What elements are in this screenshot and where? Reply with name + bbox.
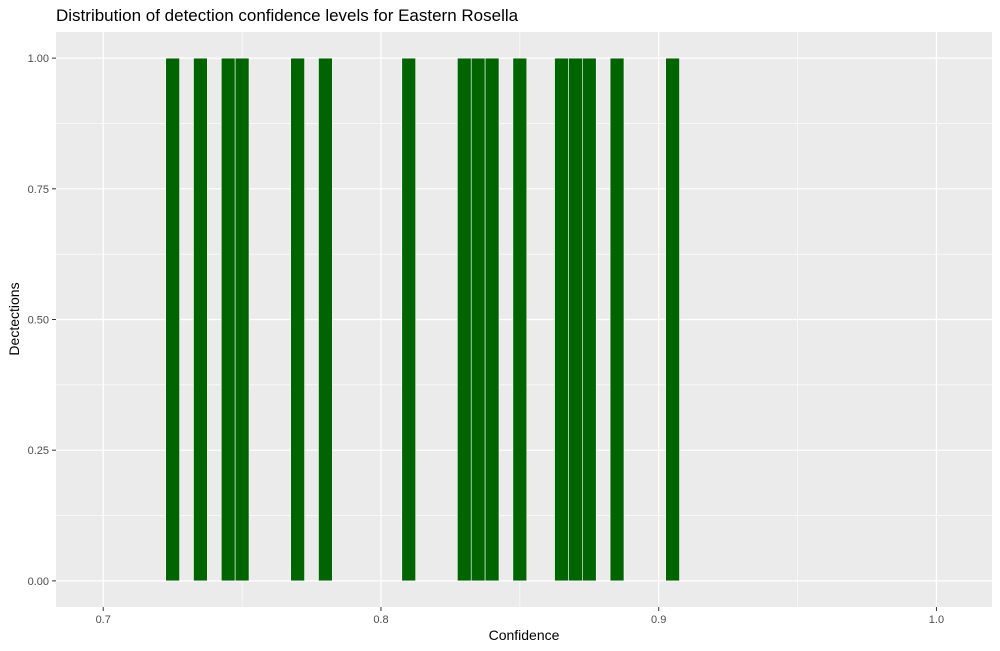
histogram-bar xyxy=(165,57,180,582)
histogram-bar xyxy=(290,57,305,582)
x-axis: 0.7 0.8 0.9 1.0 xyxy=(96,607,944,626)
x-tick-label: 1.0 xyxy=(929,614,944,626)
histogram-bar xyxy=(470,57,486,582)
histogram-bar xyxy=(457,57,472,582)
histogram-bar xyxy=(220,57,236,582)
histogram-bar xyxy=(554,57,569,582)
y-tick-label: 1.00 xyxy=(28,53,49,65)
histogram-bar xyxy=(193,57,208,582)
y-tick-label: 0.75 xyxy=(28,184,49,196)
y-tick-label: 0.50 xyxy=(28,315,49,327)
y-axis-title: Dectections xyxy=(6,282,22,355)
histogram-bar xyxy=(609,57,625,582)
bars xyxy=(165,57,680,582)
y-axis: 0.00 0.25 0.50 0.75 1.00 xyxy=(28,53,56,588)
histogram-bar xyxy=(582,57,597,582)
y-tick-label: 0.25 xyxy=(28,445,49,457)
y-tick-label: 0.00 xyxy=(28,576,49,588)
histogram-bar xyxy=(665,57,680,582)
histogram-bar xyxy=(484,57,500,582)
x-tick-label: 0.7 xyxy=(96,614,111,626)
x-axis-title: Confidence xyxy=(489,627,560,643)
chart-title: Distribution of detection confidence lev… xyxy=(56,6,519,25)
histogram-bar xyxy=(401,57,416,582)
histogram-bar xyxy=(568,57,583,582)
histogram-bar xyxy=(512,57,528,582)
histogram-bar xyxy=(318,57,333,582)
x-tick-label: 0.9 xyxy=(651,614,666,626)
histogram-bar xyxy=(234,57,250,582)
x-tick-label: 0.8 xyxy=(373,614,388,626)
